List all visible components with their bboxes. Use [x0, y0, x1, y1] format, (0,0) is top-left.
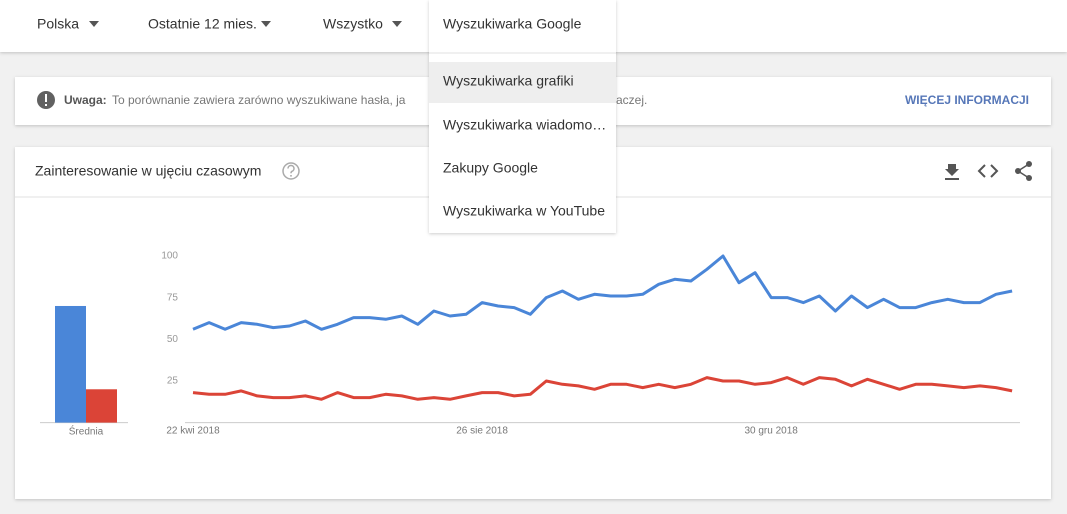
dropdown-panel [429, 0, 616, 233]
embed-icon[interactable] [977, 164, 999, 178]
dropdown-item[interactable]: Wyszukiwarka grafiki [443, 73, 574, 89]
warning-icon-dot [45, 104, 47, 106]
notice-text: To porównanie zawiera zarówno wyszukiwan… [112, 93, 406, 107]
series-line [192, 376, 1013, 401]
dropdown-item[interactable]: Wyszukiwarka Google [443, 16, 582, 32]
dropdown-menu [429, 0, 616, 233]
caret [261, 21, 271, 27]
share-icon[interactable] [1015, 161, 1032, 181]
notice-label: Uwaga: [64, 93, 107, 107]
more-info-link[interactable]: WIĘCEJ INFORMACJI [905, 93, 1029, 107]
caret [392, 21, 402, 27]
average-label: Średnia [69, 425, 104, 438]
help-icon-dot [290, 175, 292, 177]
filter-region[interactable]: Polska [37, 16, 79, 32]
series-line [192, 254, 1013, 331]
filter-category[interactable]: Wszystko [323, 16, 383, 32]
warning-icon-bar [45, 94, 47, 102]
share-link [1016, 163, 1030, 179]
filter-period[interactable]: Ostatnie 12 mies. [148, 16, 257, 32]
dropdown-item[interactable]: Wyszukiwarka wiadomo… [443, 117, 606, 133]
average-bar [86, 389, 117, 423]
y-tick-label: 100 [161, 251, 178, 262]
plot: 25 50 75 100 22 kwi 2018 26 sie 2018 30 gru 20… [40, 251, 1020, 438]
download-icon[interactable] [945, 164, 959, 180]
help-icon-mark [287, 164, 295, 174]
y-tick-label: 75 [167, 292, 179, 303]
card-title: Zainteresowanie w ujęciu czasowym [35, 163, 261, 179]
y-tick-label: 50 [167, 334, 179, 345]
dropdown-item[interactable]: Zakupy Google [443, 160, 538, 176]
caret [89, 21, 99, 27]
average-bar [55, 305, 86, 423]
y-tick-label: 25 [167, 376, 179, 387]
dropdown-items: Wyszukiwarka Google Wyszukiwarka grafiki W… [443, 16, 606, 219]
x-tick-label: 22 kwi 2018 [166, 426, 220, 437]
x-tick-label: 30 gru 2018 [744, 426, 798, 437]
notice-text-end: aczej. [616, 93, 647, 107]
help-icon[interactable] [282, 162, 300, 180]
dropdown-highlight [429, 62, 616, 103]
dropdown-item[interactable]: Wyszukiwarka w YouTube [443, 203, 605, 219]
x-tick-label: 26 sie 2018 [456, 426, 508, 437]
